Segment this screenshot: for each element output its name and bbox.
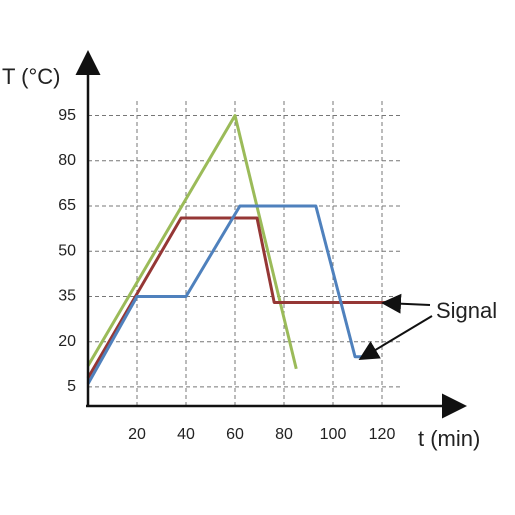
x-tick-label: 120 xyxy=(369,426,396,443)
y-axis-label: T (°C) xyxy=(2,64,61,89)
annotation-arrow xyxy=(358,315,433,361)
x-tick-label: 100 xyxy=(320,426,347,443)
y-tick-label: 80 xyxy=(58,152,76,169)
x-tick-label: 60 xyxy=(226,426,244,443)
lines xyxy=(86,114,387,385)
x-axis-label: t (min) xyxy=(418,426,480,451)
series-line xyxy=(86,204,370,385)
x-tick-label: 80 xyxy=(275,426,293,443)
series-line xyxy=(86,216,387,379)
y-tick-label: 20 xyxy=(58,333,76,350)
y-tick-label: 65 xyxy=(58,197,76,214)
annotation-arrow xyxy=(381,293,431,314)
y-tick-label: 5 xyxy=(67,378,76,395)
x-tick-label: 40 xyxy=(177,426,195,443)
y-tick-label: 95 xyxy=(58,107,76,124)
series-line xyxy=(86,114,298,370)
x-tick-label: 20 xyxy=(128,426,146,443)
y-tick-label: 50 xyxy=(58,242,76,259)
grid xyxy=(88,99,402,406)
annotation: Signal xyxy=(436,298,497,323)
y-tick-label: 35 xyxy=(58,288,76,305)
